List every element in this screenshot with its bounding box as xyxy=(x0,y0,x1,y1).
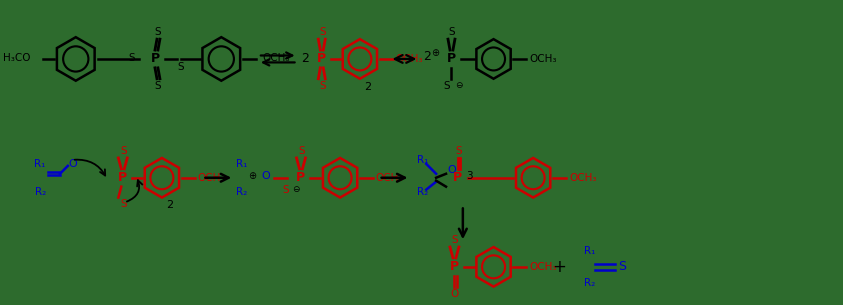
Text: P: P xyxy=(447,52,455,66)
Text: S: S xyxy=(282,185,289,195)
Text: S: S xyxy=(443,81,450,91)
Text: S: S xyxy=(448,27,455,37)
Text: ⊖: ⊖ xyxy=(292,185,299,194)
Text: ⊖: ⊖ xyxy=(455,81,463,90)
Text: 3: 3 xyxy=(466,171,473,181)
Text: R₂: R₂ xyxy=(584,278,595,288)
Text: R₁: R₁ xyxy=(236,159,248,169)
Text: OCH₃: OCH₃ xyxy=(376,173,403,183)
Text: 2: 2 xyxy=(302,52,309,66)
Text: S: S xyxy=(618,260,626,273)
Text: S: S xyxy=(177,62,184,72)
Text: S: S xyxy=(319,27,325,37)
Text: O: O xyxy=(451,289,459,299)
Text: R₁: R₁ xyxy=(35,159,46,169)
Text: S: S xyxy=(154,81,161,91)
Text: R₁: R₁ xyxy=(584,246,595,256)
Text: S: S xyxy=(128,53,135,63)
Text: S: S xyxy=(452,235,459,245)
Text: 2: 2 xyxy=(166,200,174,210)
Text: ⊕: ⊕ xyxy=(431,48,439,58)
Text: P: P xyxy=(150,52,159,66)
Text: OCH₃: OCH₃ xyxy=(197,173,225,183)
Text: 2: 2 xyxy=(423,50,431,63)
Text: R₁: R₁ xyxy=(416,155,428,165)
Text: ⊕: ⊕ xyxy=(248,171,256,181)
Text: OCH₃: OCH₃ xyxy=(262,53,289,63)
Text: +: + xyxy=(552,258,566,276)
Text: S: S xyxy=(455,146,462,156)
Text: R₂: R₂ xyxy=(416,187,428,197)
Text: P: P xyxy=(317,52,326,66)
Text: H₃CO: H₃CO xyxy=(3,53,30,63)
Text: P: P xyxy=(296,171,305,184)
Text: O: O xyxy=(261,171,271,181)
Text: P: P xyxy=(454,171,463,184)
Text: OCH₃: OCH₃ xyxy=(529,262,556,272)
Text: 2: 2 xyxy=(364,82,372,92)
Text: S: S xyxy=(319,81,325,91)
Text: OCH₃: OCH₃ xyxy=(395,54,423,64)
Text: P: P xyxy=(118,171,126,184)
Text: R₂: R₂ xyxy=(35,187,46,197)
Text: S: S xyxy=(120,199,126,210)
Text: O: O xyxy=(448,165,456,175)
Text: O: O xyxy=(68,159,78,169)
Text: S: S xyxy=(154,27,161,37)
Text: OCH₃: OCH₃ xyxy=(529,54,556,64)
Text: S: S xyxy=(120,146,126,156)
Text: OCH₃: OCH₃ xyxy=(569,173,596,183)
Text: R₂: R₂ xyxy=(236,187,248,197)
Text: P: P xyxy=(449,260,459,273)
Text: S: S xyxy=(298,146,305,156)
